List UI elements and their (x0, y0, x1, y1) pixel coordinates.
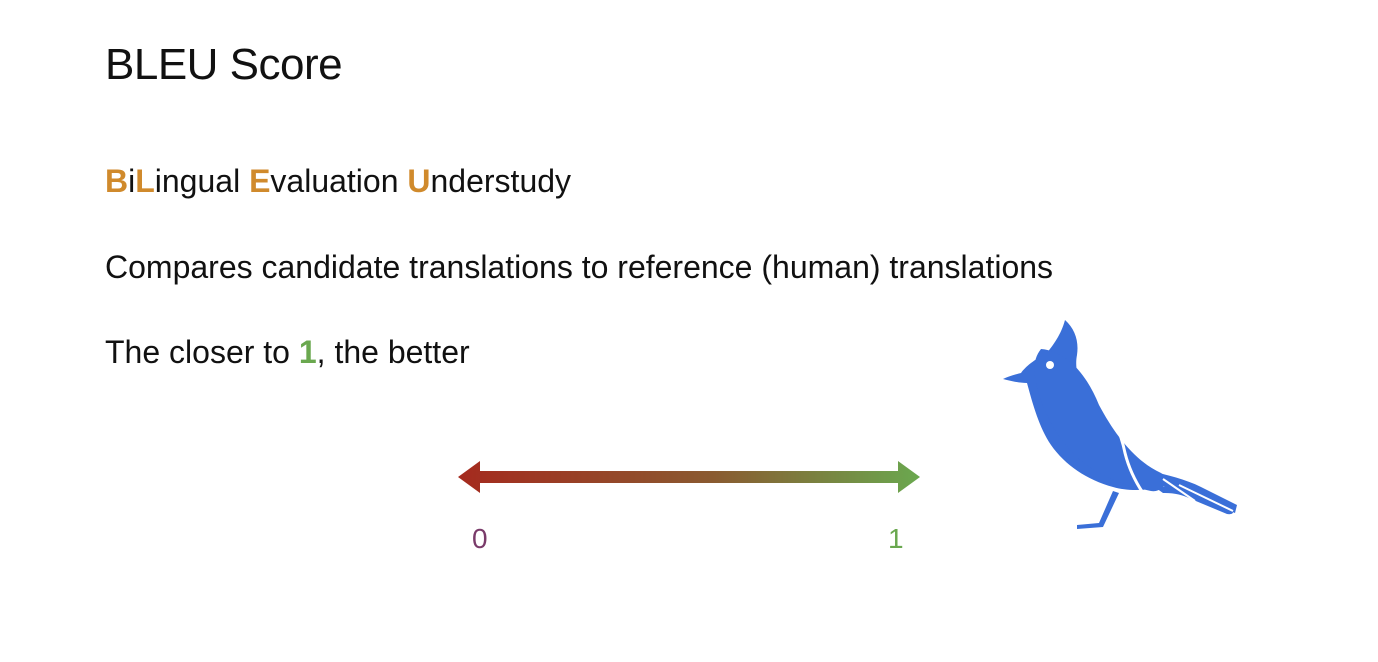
bluejay-bird-icon (1003, 320, 1237, 529)
closer-to-one-text: The closer to 1, the better (105, 332, 470, 372)
scale-max-label: 1 (888, 523, 904, 554)
bleu-scale: 0 1 (455, 455, 925, 565)
compares-text: Compares candidate translations to refer… (105, 249, 1054, 285)
acronym-letter-b: B (105, 163, 129, 199)
closer-value: 1 (298, 334, 317, 370)
acronym-text-ingual: ingual (154, 163, 250, 199)
acronym-letter-u: U (407, 163, 431, 199)
scale-arrow-shape (458, 461, 920, 493)
closer-suffix: , the better (316, 334, 470, 370)
scale-min-label: 0 (472, 523, 488, 554)
closer-prefix: The closer to (105, 334, 299, 370)
acronym-expansion: BiLingual Evaluation Understudy (105, 161, 571, 201)
double-headed-arrow-icon (458, 461, 920, 493)
slide-title: BLEU Score (105, 40, 343, 89)
acronym-text-valuation: valuation (270, 163, 408, 199)
acronym-letter-e: E (249, 163, 271, 199)
acronym-text-i: i (128, 163, 136, 199)
acronym-text-nderstudy: nderstudy (430, 163, 572, 199)
acronym-letter-l: L (135, 163, 155, 199)
